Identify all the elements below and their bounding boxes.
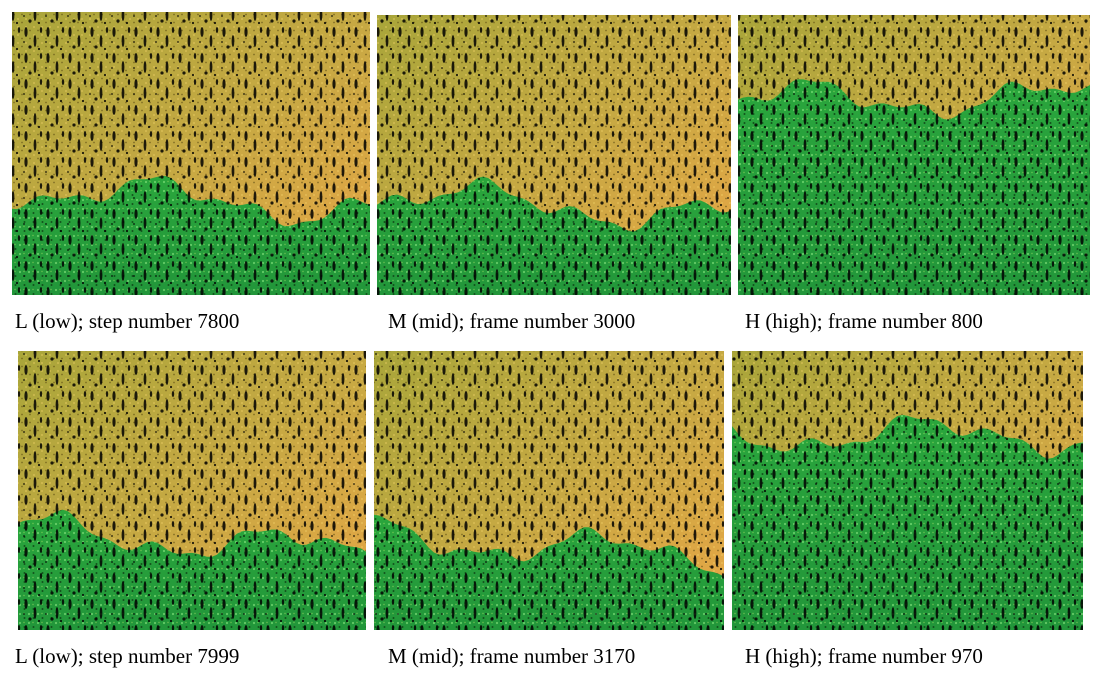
pore-texture bbox=[374, 351, 724, 630]
simulation-panel bbox=[738, 15, 1090, 295]
panel-caption: L (low); step number 7800 bbox=[15, 309, 239, 333]
pore-texture bbox=[738, 15, 1090, 295]
panel-caption: H (high); frame number 970 bbox=[745, 644, 983, 668]
simulation-panel bbox=[374, 351, 724, 630]
panel-caption: M (mid); frame number 3170 bbox=[388, 644, 635, 668]
pore-texture bbox=[12, 12, 370, 295]
simulation-panel bbox=[18, 351, 366, 630]
panel-caption: M (mid); frame number 3000 bbox=[388, 309, 635, 333]
simulation-panel bbox=[377, 15, 731, 295]
simulation-panel bbox=[732, 351, 1083, 630]
simulation-panel bbox=[12, 12, 370, 295]
panel-caption: L (low); step number 7999 bbox=[15, 644, 239, 668]
pore-texture bbox=[732, 351, 1083, 630]
panel-caption: H (high); frame number 800 bbox=[745, 309, 983, 333]
pore-texture bbox=[18, 351, 366, 630]
pore-texture bbox=[377, 15, 731, 295]
